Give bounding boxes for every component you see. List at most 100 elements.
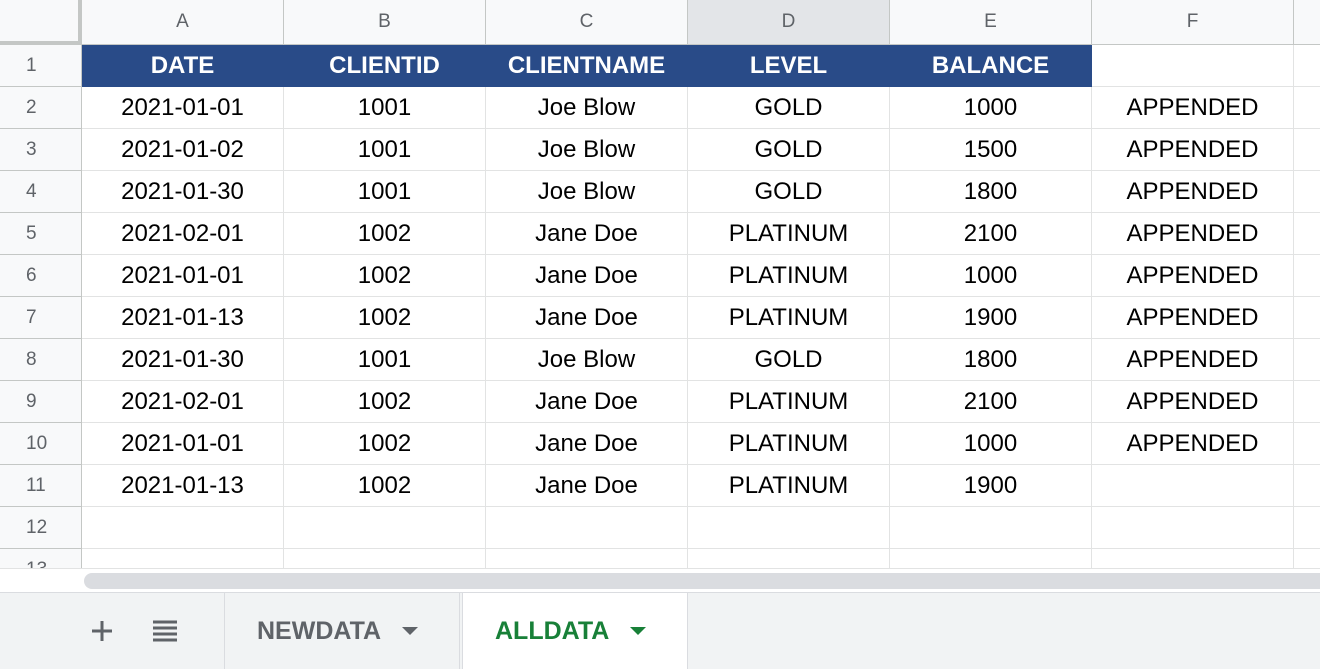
cell[interactable] xyxy=(1294,423,1320,465)
cell[interactable]: APPENDED xyxy=(1092,423,1294,465)
cell[interactable]: APPENDED xyxy=(1092,297,1294,339)
row-header[interactable]: 2 xyxy=(0,87,82,129)
cell[interactable]: APPENDED xyxy=(1092,381,1294,423)
header-cell[interactable]: DATE xyxy=(82,45,284,87)
header-cell[interactable]: LEVEL xyxy=(688,45,890,87)
cell[interactable] xyxy=(1294,381,1320,423)
row-header[interactable]: 3 xyxy=(0,129,82,171)
cell[interactable]: Joe Blow xyxy=(486,339,688,381)
cell[interactable]: APPENDED xyxy=(1092,87,1294,129)
cell[interactable] xyxy=(284,507,486,549)
row-header[interactable]: 8 xyxy=(0,339,82,381)
row-header[interactable]: 4 xyxy=(0,171,82,213)
cell[interactable]: PLATINUM xyxy=(688,423,890,465)
column-header[interactable]: F xyxy=(1092,0,1294,45)
cell[interactable]: 1002 xyxy=(284,213,486,255)
cell[interactable]: 1002 xyxy=(284,381,486,423)
header-cell[interactable]: CLIENTNAME xyxy=(486,45,688,87)
cell[interactable]: Joe Blow xyxy=(486,87,688,129)
cell[interactable] xyxy=(82,549,284,568)
cell[interactable]: GOLD xyxy=(688,339,890,381)
cell[interactable] xyxy=(1294,507,1320,549)
column-header[interactable]: A xyxy=(82,0,284,45)
header-cell[interactable]: BALANCE xyxy=(890,45,1092,87)
sheet-tab-label[interactable]: ALLDATA xyxy=(495,616,610,645)
tab-menu-arrow[interactable] xyxy=(629,626,647,636)
cell[interactable]: 1002 xyxy=(284,255,486,297)
cell[interactable]: 2021-01-30 xyxy=(82,171,284,213)
cell[interactable]: APPENDED xyxy=(1092,339,1294,381)
header-cell[interactable]: CLIENTID xyxy=(284,45,486,87)
column-header[interactable]: D xyxy=(688,0,890,45)
cell[interactable]: 1002 xyxy=(284,297,486,339)
cell[interactable] xyxy=(1294,255,1320,297)
cell[interactable] xyxy=(688,549,890,568)
cell[interactable]: 1000 xyxy=(890,423,1092,465)
cell[interactable]: Jane Doe xyxy=(486,297,688,339)
row-header[interactable]: 7 xyxy=(0,297,82,339)
cell[interactable] xyxy=(1294,297,1320,339)
row-header[interactable]: 5 xyxy=(0,213,82,255)
cell[interactable]: Jane Doe xyxy=(486,423,688,465)
cell[interactable]: APPENDED xyxy=(1092,213,1294,255)
cell[interactable]: 2021-01-30 xyxy=(82,339,284,381)
row-header[interactable]: 11 xyxy=(0,465,82,507)
cell[interactable]: 1001 xyxy=(284,339,486,381)
cell[interactable]: 1000 xyxy=(890,87,1092,129)
cell[interactable]: Jane Doe xyxy=(486,213,688,255)
cell[interactable]: PLATINUM xyxy=(688,465,890,507)
cell[interactable]: PLATINUM xyxy=(688,255,890,297)
cell[interactable]: 2021-01-13 xyxy=(82,297,284,339)
cell[interactable]: 2100 xyxy=(890,213,1092,255)
cell[interactable]: 2021-01-02 xyxy=(82,129,284,171)
cell[interactable]: Jane Doe xyxy=(486,381,688,423)
cell[interactable]: APPENDED xyxy=(1092,129,1294,171)
cell[interactable]: 2021-01-13 xyxy=(82,465,284,507)
cell[interactable] xyxy=(486,549,688,568)
row-header[interactable]: 12 xyxy=(0,507,82,549)
cell[interactable]: 2021-02-01 xyxy=(82,381,284,423)
all-sheets-button[interactable] xyxy=(150,617,180,645)
cell[interactable]: 2100 xyxy=(890,381,1092,423)
cell[interactable]: 1001 xyxy=(284,171,486,213)
cell[interactable]: APPENDED xyxy=(1092,171,1294,213)
cell[interactable]: APPENDED xyxy=(1092,255,1294,297)
cell[interactable] xyxy=(1294,45,1320,87)
cell[interactable] xyxy=(688,507,890,549)
cell[interactable]: 2021-02-01 xyxy=(82,213,284,255)
cell[interactable]: Jane Doe xyxy=(486,255,688,297)
cell[interactable] xyxy=(890,549,1092,568)
sheet-tab[interactable]: NEWDATA xyxy=(224,593,460,669)
cell[interactable]: 1002 xyxy=(284,465,486,507)
cell[interactable]: Joe Blow xyxy=(486,129,688,171)
cell[interactable] xyxy=(1092,465,1294,507)
cell[interactable]: 2021-01-01 xyxy=(82,423,284,465)
cell[interactable]: PLATINUM xyxy=(688,213,890,255)
cell[interactable]: 1500 xyxy=(890,129,1092,171)
cell[interactable] xyxy=(1092,45,1294,87)
sheet-tab-label[interactable]: NEWDATA xyxy=(257,616,382,645)
cell[interactable] xyxy=(486,507,688,549)
cell[interactable]: 1001 xyxy=(284,129,486,171)
cell[interactable] xyxy=(1294,465,1320,507)
cell[interactable]: PLATINUM xyxy=(688,297,890,339)
cell[interactable]: 2021-01-01 xyxy=(82,87,284,129)
cell[interactable] xyxy=(1294,549,1320,568)
tab-menu-arrow[interactable] xyxy=(401,626,419,636)
cell[interactable] xyxy=(284,549,486,568)
cell[interactable] xyxy=(1294,87,1320,129)
cell[interactable]: GOLD xyxy=(688,129,890,171)
cell[interactable] xyxy=(1294,213,1320,255)
cell[interactable]: 2021-01-01 xyxy=(82,255,284,297)
cell[interactable]: GOLD xyxy=(688,171,890,213)
cell[interactable]: Jane Doe xyxy=(486,465,688,507)
row-header[interactable]: 10 xyxy=(0,423,82,465)
cell[interactable] xyxy=(82,507,284,549)
row-header[interactable]: 6 xyxy=(0,255,82,297)
cell[interactable] xyxy=(1294,339,1320,381)
cell[interactable]: Joe Blow xyxy=(486,171,688,213)
row-header[interactable]: 9 xyxy=(0,381,82,423)
column-header[interactable]: C xyxy=(486,0,688,45)
cell[interactable] xyxy=(1092,549,1294,568)
add-sheet-button[interactable] xyxy=(88,617,116,645)
